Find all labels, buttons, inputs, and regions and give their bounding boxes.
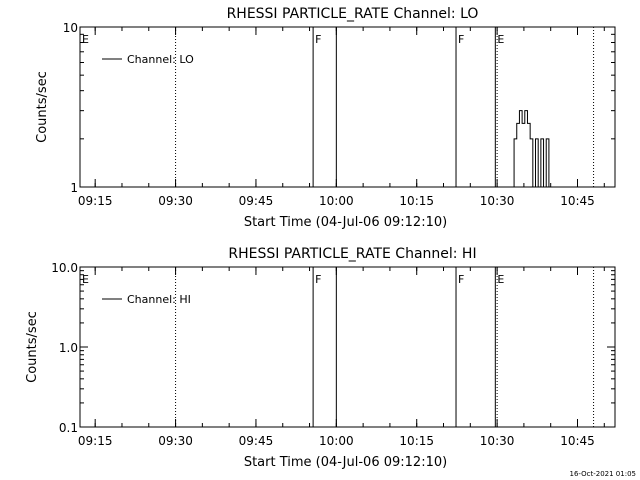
x-axis-label: Start Time (04-Jul-06 09:12:10) xyxy=(244,215,447,230)
x-tick-label: 10:15 xyxy=(399,194,434,208)
x-tick-label: 09:45 xyxy=(239,194,274,208)
flag-marker-label: F xyxy=(315,33,321,46)
panel-hi: RHESSI PARTICLE_RATE Channel: HI Counts/s… xyxy=(25,246,616,470)
series-line-1 xyxy=(511,110,552,188)
x-tick-label: 10:30 xyxy=(480,434,515,448)
x-tick-label: 10:00 xyxy=(319,194,354,208)
timestamp-footer: 16-Oct-2021 01:05 xyxy=(570,470,636,478)
flag-marker-label: F xyxy=(458,273,464,286)
flag-marker-label: F xyxy=(458,33,464,46)
x-tick-label: 09:15 xyxy=(78,434,113,448)
x-tick-label: 09:30 xyxy=(158,434,193,448)
y-axis-label: Counts/sec xyxy=(35,71,50,143)
legend-entry: Channel: HI xyxy=(127,293,191,306)
flag-marker-label: E xyxy=(82,33,89,46)
plot-frame xyxy=(79,266,616,428)
panel-lo: RHESSI PARTICLE_RATE Channel: LO Counts/s… xyxy=(35,6,616,230)
x-tick-label: 09:30 xyxy=(158,194,193,208)
flag-marker-label: E xyxy=(497,273,504,286)
y-tick-label: 1.0 xyxy=(59,341,78,355)
x-tick-label: 10:15 xyxy=(399,434,434,448)
y-tick-label: 10.0 xyxy=(51,261,78,275)
flag-marker-label: E xyxy=(82,273,89,286)
y-tick-label: 10 xyxy=(63,21,78,35)
y-tick-label: 1 xyxy=(70,181,78,195)
y-tick-label: 0.1 xyxy=(59,421,78,435)
legend-entry: Channel: LO xyxy=(127,53,194,66)
x-tick-label: 09:15 xyxy=(78,194,113,208)
plot-frame xyxy=(79,26,616,188)
chart-title: RHESSI PARTICLE_RATE Channel: LO xyxy=(227,6,479,22)
x-tick-label: 10:45 xyxy=(560,434,595,448)
chart-title: RHESSI PARTICLE_RATE Channel: HI xyxy=(228,246,476,262)
x-tick-label: 10:30 xyxy=(480,194,515,208)
flag-marker-label: F xyxy=(315,273,321,286)
x-tick-label: 09:45 xyxy=(239,434,274,448)
y-axis-label: Counts/sec xyxy=(25,311,40,383)
flag-marker-label: E xyxy=(497,33,504,46)
x-tick-label: 10:45 xyxy=(560,194,595,208)
x-axis-label: Start Time (04-Jul-06 09:12:10) xyxy=(244,455,447,470)
x-tick-label: 10:00 xyxy=(319,434,354,448)
